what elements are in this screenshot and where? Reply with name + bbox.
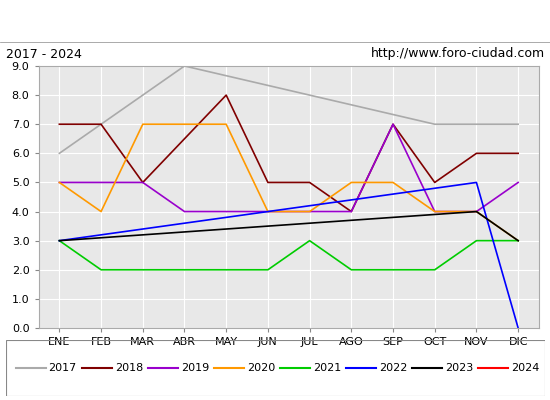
- Text: 2018: 2018: [114, 363, 143, 373]
- Text: 2024: 2024: [511, 363, 539, 373]
- Text: 2022: 2022: [379, 363, 407, 373]
- Text: 2020: 2020: [247, 363, 275, 373]
- Text: 2019: 2019: [180, 363, 209, 373]
- Text: http://www.foro-ciudad.com: http://www.foro-ciudad.com: [370, 48, 544, 60]
- Text: 2017 - 2024: 2017 - 2024: [6, 48, 81, 60]
- Text: Evolucion del paro registrado en Muñico: Evolucion del paro registrado en Muñico: [94, 12, 456, 30]
- Text: 2017: 2017: [48, 363, 77, 373]
- Text: 2023: 2023: [445, 363, 473, 373]
- Text: 2021: 2021: [313, 363, 341, 373]
